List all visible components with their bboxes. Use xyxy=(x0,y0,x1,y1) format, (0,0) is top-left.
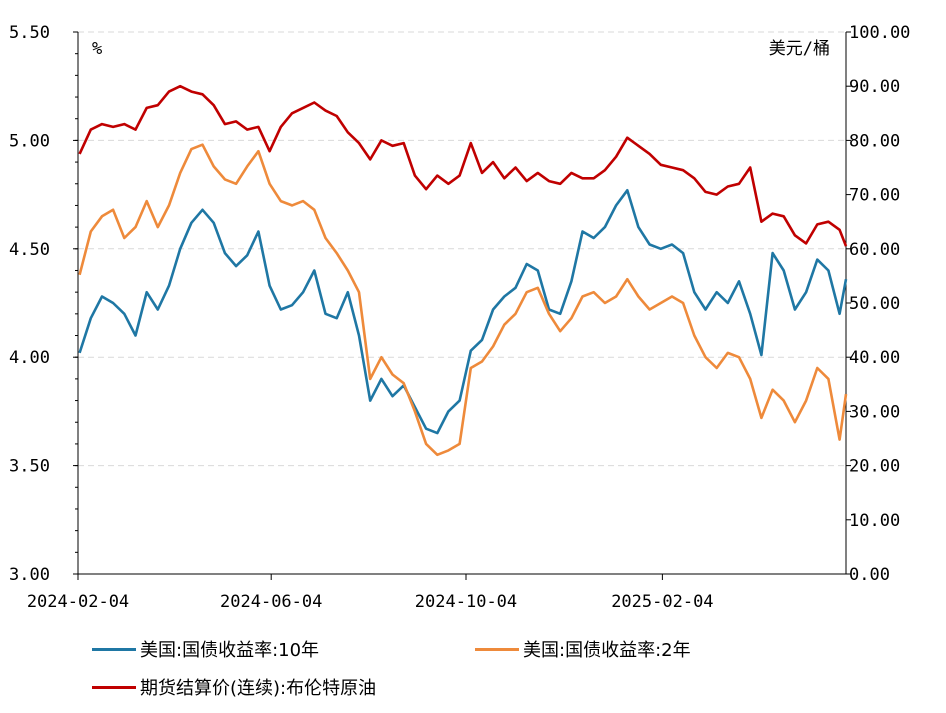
right-tick-label: 90.00 xyxy=(849,77,900,97)
right-axis-ticks: 0.00 10.00 20.00 30.00 40.00 50.00 60.00 70.00 8… xyxy=(846,23,910,585)
right-tick-label: 60.00 xyxy=(849,240,900,260)
legend-label-10y: 美国:国债收益率:10年 xyxy=(140,640,320,661)
right-tick-label: 70.00 xyxy=(849,186,900,206)
x-axis-ticks: 2024-02-04 2024-06-04 2024-10-04 2025-02-04 xyxy=(27,574,714,612)
series-lines xyxy=(78,84,848,457)
x-tick-label: 2025-02-04 xyxy=(611,592,713,612)
legend-swatch-2y xyxy=(475,647,519,651)
gridlines xyxy=(78,31,846,467)
right-tick-label: 50.00 xyxy=(849,294,900,314)
x-tick-label: 2024-02-04 xyxy=(27,592,129,612)
right-tick-label: 0.00 xyxy=(849,565,890,585)
right-tick-label: 80.00 xyxy=(849,131,900,151)
legend-swatch-10y xyxy=(92,647,136,651)
right-tick-label: 30.00 xyxy=(849,402,900,422)
legend-item-10y: 美国:国债收益率:10年 xyxy=(92,636,319,662)
series-line-0 xyxy=(78,189,848,435)
series-line-2 xyxy=(78,84,848,247)
x-tick-label: 2024-10-04 xyxy=(415,592,517,612)
left-tick-label: 5.00 xyxy=(9,131,50,151)
right-tick-label: 100.00 xyxy=(849,23,910,43)
legend-item-brent: 期货结算价(连续):布伦特原油 xyxy=(92,674,376,700)
left-axis-ticks: 3.00 3.50 4.00 4.50 5.00 5.50 xyxy=(9,23,78,585)
right-tick-label: 10.00 xyxy=(849,511,900,531)
right-tick-label: 40.00 xyxy=(849,348,900,368)
left-axis-unit: % xyxy=(92,39,102,59)
right-axis-unit: 美元/桶 xyxy=(769,39,830,59)
axes xyxy=(77,32,847,575)
right-tick-label: 20.00 xyxy=(849,457,900,477)
legend-swatch-brent xyxy=(92,685,136,689)
left-tick-label: 3.00 xyxy=(9,565,50,585)
left-tick-label: 5.50 xyxy=(9,23,50,43)
legend-label-brent: 期货结算价(连续):布伦特原油 xyxy=(140,678,377,699)
left-tick-label: 4.00 xyxy=(9,348,50,368)
series-line-1 xyxy=(78,143,848,457)
x-tick-label: 2024-06-04 xyxy=(220,592,322,612)
legend-label-2y: 美国:国债收益率:2年 xyxy=(523,640,691,661)
left-tick-label: 4.50 xyxy=(9,240,50,260)
left-tick-label: 3.50 xyxy=(9,457,50,477)
legend-item-2y: 美国:国债收益率:2年 xyxy=(475,636,691,662)
